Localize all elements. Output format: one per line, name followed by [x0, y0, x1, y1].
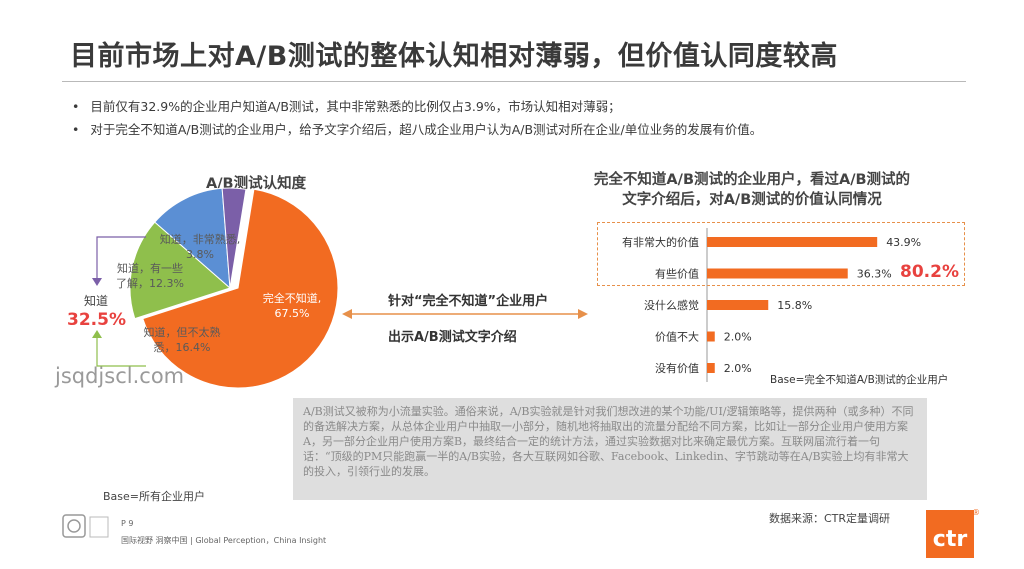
- bar-chart-base: Base=完全不知道A/B测试的企业用户: [770, 374, 949, 386]
- pie-chart-base: Base=所有企业用户: [103, 490, 206, 503]
- group-bracket-bottom-arrow: [92, 330, 102, 338]
- pie-slice-label-2-0: 知道，有一些: [117, 261, 183, 275]
- watermark: jsqdjscl.com: [55, 364, 185, 388]
- known-group-label: 知道: [84, 294, 109, 308]
- bar-chart-title-line-2: 文字介绍后，对A/B测试的价值认同情况: [622, 192, 882, 208]
- group-bracket-bottom: [96, 336, 146, 367]
- data-source: 数据来源：CTR定量调研: [769, 512, 891, 525]
- bar-category-label-1: 有些价值: [655, 267, 699, 281]
- pie-slice-label-0-1: 67.5%: [275, 307, 310, 320]
- bar-1: [707, 268, 848, 279]
- group-bracket-top-arrow: [92, 278, 102, 286]
- bar-4: [707, 363, 715, 373]
- pie-slice-0: [142, 188, 339, 389]
- bar-3: [707, 331, 715, 342]
- pie-slice-2: [154, 187, 231, 290]
- pie-slice-label-0-0: 完全不知道,: [263, 291, 322, 305]
- page-number: P 9: [121, 519, 134, 528]
- summary-bullets: 目前仅有32.9%的企业用户知道A/B测试，其中非常熟悉的比例仅占3.9%，市场…: [72, 95, 762, 141]
- bar-value-label-4: 2.0%: [724, 362, 752, 375]
- footer-tagline: 国际视野 洞察中国 | Global Perception，China Insi…: [121, 536, 327, 545]
- arrow-caption-1: 针对“完全不知道”企业用户: [388, 294, 549, 309]
- pie-slice-label-1-0: 知道，但不太熟: [144, 325, 221, 339]
- ctr-logo: ctr: [926, 510, 974, 558]
- bar-value-label-3: 2.0%: [724, 331, 752, 344]
- bullet-2: 对于完全不知道A/B测试的企业用户，给予文字介绍后，超八成企业用户认为A/B测试…: [72, 118, 762, 141]
- bullet-1: 目前仅有32.9%的企业用户知道A/B测试，其中非常熟悉的比例仅占3.9%，市场…: [72, 95, 762, 118]
- ctr-logo-registered: ®: [972, 508, 980, 517]
- bar-category-label-2: 没什么感觉: [644, 299, 699, 312]
- center-arrow-left-head: [342, 309, 352, 319]
- bar-chart-title-line-1: 完全不知道A/B测试的企业用户，看过A/B测试的: [593, 172, 911, 188]
- known-group-value: 32.5%: [67, 310, 126, 330]
- ab-test-intro-box: A/B测试又被称为小流量实验。通俗来说，A/B实验就是针对我们想改进的某个功能/…: [293, 398, 927, 500]
- arrow-caption-2: 出示A/B测试文字介绍: [388, 330, 517, 345]
- bar-value-label-2: 15.8%: [777, 299, 812, 312]
- center-arrow-right-head: [578, 309, 588, 319]
- title-divider: [62, 81, 966, 82]
- group-bracket-top: [96, 236, 146, 280]
- bar-category-label-0: 有非常大的价值: [622, 235, 699, 249]
- value-total-percent: 80.2%: [900, 262, 959, 282]
- pie-slice-label-3-0: 知道，非常熟悉,: [160, 232, 241, 246]
- page-title: 目前市场上对A/B测试的整体认知相对薄弱，但价值认同度较高: [70, 41, 838, 72]
- bar-value-label-0: 43.9%: [886, 236, 921, 249]
- pie-slice-1: [129, 221, 231, 320]
- value-highlight-box: [597, 222, 965, 286]
- bar-category-label-3: 价值不大: [655, 330, 699, 344]
- bar-0: [707, 237, 878, 247]
- bar-category-label-4: 没有价值: [655, 361, 699, 375]
- pie-slice-label-1-1: 悉，16.4%: [154, 341, 211, 354]
- pie-slice-label-2-1: 了解，12.3%: [116, 276, 184, 290]
- bar-2: [707, 300, 769, 310]
- certification-badge-icon: [62, 514, 109, 538]
- bar-value-label-1: 36.3%: [857, 268, 892, 281]
- bar-chart-title: 完全不知道A/B测试的企业用户，看过A/B测试的 文字介绍后，对A/B测试的价值…: [552, 170, 952, 210]
- pie-slice-label-3-1: 3.8%: [186, 248, 214, 261]
- pie-slice-3: [221, 187, 247, 289]
